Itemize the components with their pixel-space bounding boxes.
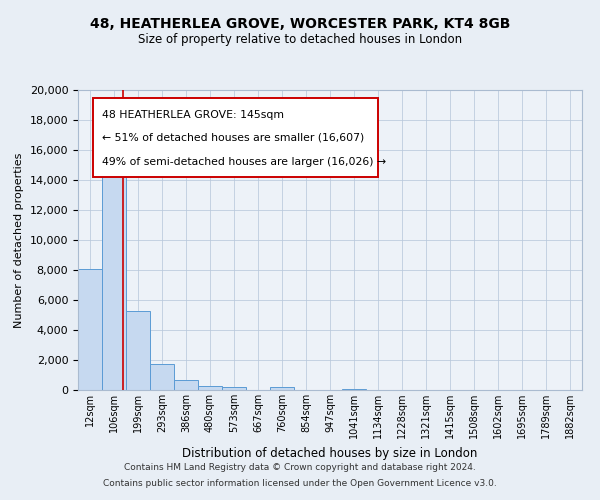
Bar: [150, 364, 174, 390]
Text: 49% of semi-detached houses are larger (16,026) →: 49% of semi-detached houses are larger (…: [102, 157, 386, 167]
Text: ← 51% of detached houses are smaller (16,607): ← 51% of detached houses are smaller (16…: [102, 133, 364, 143]
Bar: [222, 387, 246, 390]
Bar: [174, 380, 198, 390]
Bar: [102, 142, 126, 390]
Text: 48, HEATHERLEA GROVE, WORCESTER PARK, KT4 8GB: 48, HEATHERLEA GROVE, WORCESTER PARK, KT…: [90, 18, 510, 32]
Bar: [78, 268, 102, 390]
Y-axis label: Number of detached properties: Number of detached properties: [14, 152, 24, 328]
Bar: [126, 310, 150, 390]
Bar: [342, 388, 366, 390]
Text: Contains HM Land Registry data © Crown copyright and database right 2024.: Contains HM Land Registry data © Crown c…: [124, 464, 476, 472]
Bar: [270, 387, 294, 390]
FancyBboxPatch shape: [93, 98, 378, 177]
Text: 48 HEATHERLEA GROVE: 145sqm: 48 HEATHERLEA GROVE: 145sqm: [102, 110, 284, 120]
Bar: [198, 386, 222, 390]
Text: Size of property relative to detached houses in London: Size of property relative to detached ho…: [138, 32, 462, 46]
Text: Contains public sector information licensed under the Open Government Licence v3: Contains public sector information licen…: [103, 478, 497, 488]
X-axis label: Distribution of detached houses by size in London: Distribution of detached houses by size …: [182, 446, 478, 460]
